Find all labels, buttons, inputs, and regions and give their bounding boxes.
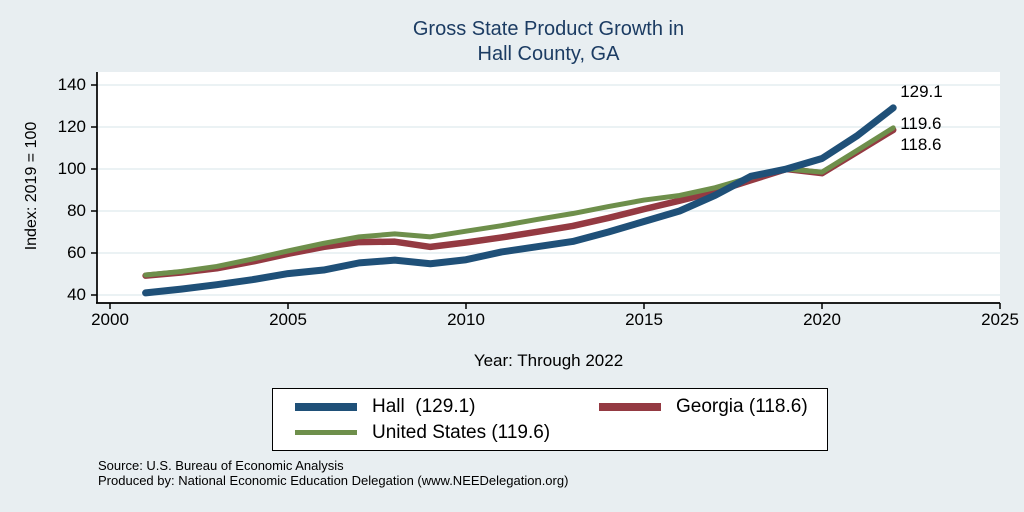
series-line-hall	[142, 104, 897, 297]
produced-by-note: Produced by: National Economic Education…	[98, 473, 569, 488]
x-tick-label: 2015	[625, 310, 663, 329]
x-tick-label: 2020	[803, 310, 841, 329]
chart-title-line1: Gross State Product Growth in	[412, 18, 685, 40]
legend-label-united-states: United States (119.6)	[372, 421, 551, 443]
x-tick-label: 2025	[981, 310, 1019, 329]
x-tick-label: 2010	[447, 310, 485, 329]
chart-title-line2: Hall County, GA	[477, 43, 620, 65]
source-note: Source: U.S. Bureau of Economic Analysis	[98, 458, 344, 473]
y-tick-label: 40	[67, 285, 86, 304]
legend-label-georgia: Georgia (118.6)	[676, 395, 808, 417]
legend-entry-hall: Hall (129.1)	[273, 396, 577, 418]
chart-title: Gross State Product Growth in Hall Count…	[97, 17, 1000, 67]
y-tick-label: 80	[67, 201, 86, 220]
y-tick-label: 120	[57, 117, 86, 136]
legend-swatch-hall	[295, 402, 357, 411]
legend-swatch-georgia	[599, 402, 661, 411]
end-label-hall: 129.1	[900, 81, 943, 101]
legend-entry-united-states: United States (119.6)	[273, 422, 577, 444]
y-tick-label: 60	[67, 243, 86, 262]
legend-swatch-united-states	[295, 430, 357, 435]
y-tick-label: 100	[57, 159, 86, 178]
x-tick-label: 2005	[269, 310, 307, 329]
x-axis-title: Year: Through 2022	[473, 351, 624, 370]
y-tick-label: 140	[57, 75, 86, 94]
x-tick-label: 2000	[91, 310, 129, 329]
legend: Hall (129.1) Georgia (118.6) United Stat…	[272, 388, 828, 451]
legend-entry-georgia: Georgia (118.6)	[577, 396, 827, 418]
end-label-georgia: 118.6	[900, 134, 942, 154]
end-label-united-states: 119.6	[900, 113, 942, 133]
legend-label-hall: Hall (129.1)	[372, 395, 476, 417]
